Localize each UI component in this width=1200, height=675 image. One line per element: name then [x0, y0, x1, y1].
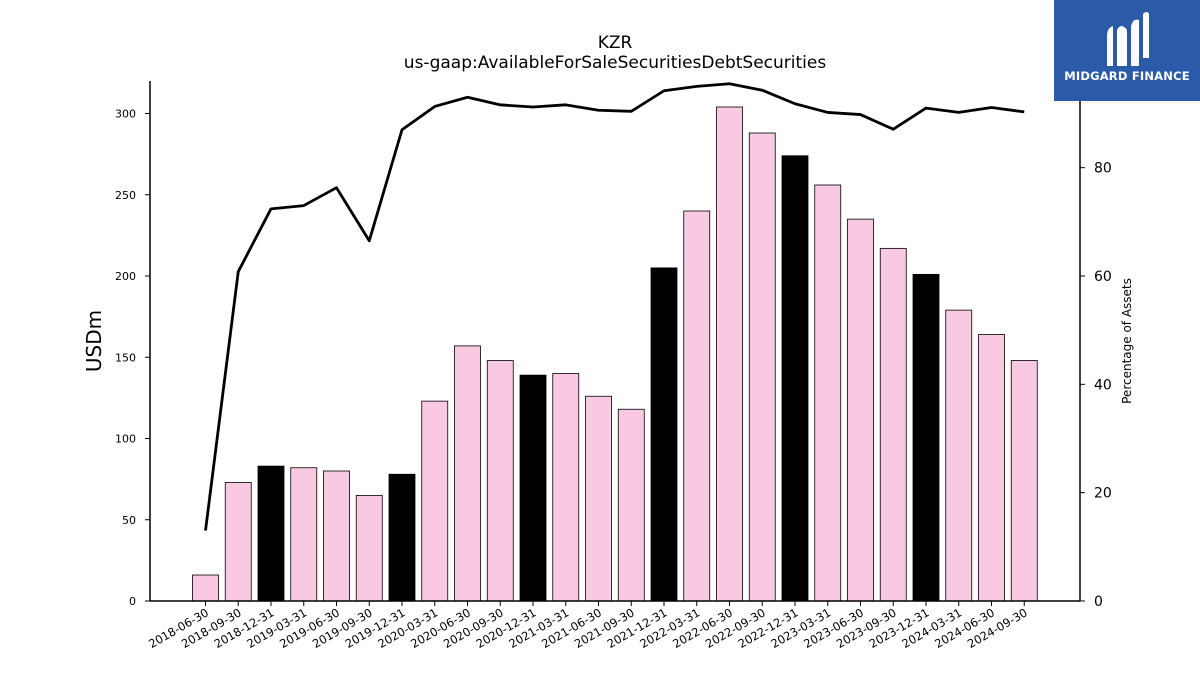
y-tick-label: 150 [115, 351, 136, 364]
bar [617, 408, 645, 602]
bar [552, 373, 580, 602]
y2-axis-label: Percentage of Assets [1120, 278, 1134, 404]
bar [421, 400, 449, 602]
y-tick-label: 300 [115, 108, 136, 121]
bar [683, 210, 711, 602]
y2-tick-label: 60 [1094, 269, 1112, 285]
bar [650, 267, 678, 602]
bar [454, 345, 481, 602]
bar [519, 374, 547, 602]
midgard-finance-logo: MIDGARD FINANCE [1054, 0, 1200, 101]
y-tick-label: 100 [115, 433, 136, 446]
bar [978, 334, 1005, 602]
bar [814, 184, 842, 602]
line-series [204, 82, 1025, 531]
bar [257, 465, 285, 602]
bar [945, 309, 973, 602]
chart-subtitle: us-gaap:AvailableForSaleSecuritiesDebtSe… [404, 53, 827, 73]
bar [290, 467, 318, 602]
chart-title: KZR [598, 33, 633, 53]
y-tick-label: 200 [115, 270, 136, 283]
y-tick-label: 0 [129, 595, 136, 608]
bar [585, 395, 612, 602]
y-tick-label: 50 [122, 514, 136, 527]
y2-tick-label: 40 [1094, 377, 1112, 393]
bar [781, 155, 809, 602]
y-tick-label: 250 [115, 189, 136, 202]
bar [1010, 360, 1038, 602]
bar [486, 360, 514, 602]
bar [847, 218, 874, 602]
bar [388, 473, 416, 602]
bar [224, 481, 252, 602]
y-axis-label: USDm [82, 310, 106, 372]
logo-mark-icon [1107, 12, 1149, 67]
y2-tick-label: 20 [1094, 486, 1112, 502]
bar [323, 470, 350, 602]
line-group [204, 82, 1025, 531]
y2-tick-label: 0 [1094, 594, 1103, 610]
y2-tick-label: 80 [1094, 161, 1112, 177]
bars-group [192, 106, 1038, 602]
bar [355, 494, 383, 602]
bar [912, 273, 940, 602]
bar [192, 574, 219, 602]
logo-text: MIDGARD FINANCE [1064, 69, 1190, 83]
bar [716, 106, 743, 602]
bar [879, 247, 907, 602]
bar [748, 132, 776, 602]
